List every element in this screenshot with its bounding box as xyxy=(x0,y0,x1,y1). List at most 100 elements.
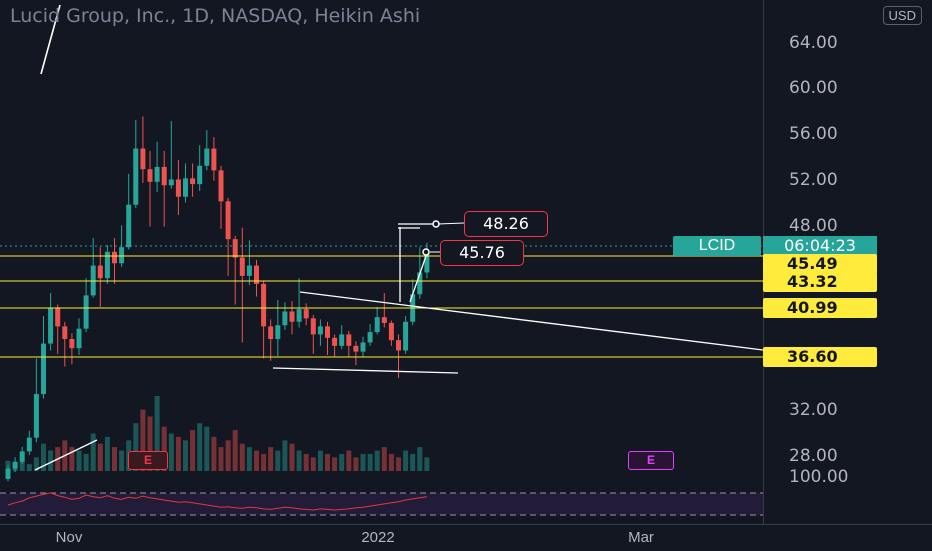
time-label: Nov xyxy=(55,529,83,546)
candle-body xyxy=(424,251,430,273)
trendline-topleft[interactable] xyxy=(40,4,61,75)
candle-body xyxy=(246,265,252,276)
volume-bar xyxy=(374,450,380,471)
volume-bar xyxy=(346,450,352,471)
volume-bar xyxy=(268,447,274,471)
trendline-wedge-bottom[interactable] xyxy=(272,367,459,374)
volume-bar xyxy=(239,443,245,471)
candle-body xyxy=(112,251,117,264)
price-callout-high[interactable]: 48.26 xyxy=(464,211,548,237)
candle-body xyxy=(225,201,231,240)
candle-body xyxy=(310,318,316,335)
candle-body xyxy=(126,204,132,248)
price-tick: 48.00 xyxy=(789,216,838,236)
volume-bar xyxy=(332,457,338,471)
candle-body xyxy=(388,322,394,341)
earnings-marker-upcoming[interactable]: E xyxy=(628,451,674,470)
earnings-marker-past[interactable]: E xyxy=(128,451,168,470)
level-label[interactable]: 43.32 xyxy=(763,272,877,292)
time-axis[interactable] xyxy=(0,524,932,551)
candle-body xyxy=(332,337,338,346)
volume-bar xyxy=(83,453,89,471)
volume-bar xyxy=(310,457,316,471)
volume-bar xyxy=(211,436,217,471)
volume-bar xyxy=(161,426,167,471)
volume-bar xyxy=(225,440,231,471)
rsi-pane[interactable] xyxy=(0,492,763,516)
volume-bar xyxy=(97,443,103,471)
volume-bar xyxy=(112,447,117,471)
candle-body xyxy=(268,326,274,339)
price-tick: 32.00 xyxy=(789,400,838,420)
volume-bar xyxy=(403,450,409,471)
candle-body xyxy=(76,328,82,349)
candle-body xyxy=(83,295,89,329)
level-label[interactable]: 40.99 xyxy=(763,298,877,318)
price-tick: 52.00 xyxy=(789,170,838,190)
candle-body xyxy=(197,165,203,185)
candle-body xyxy=(396,340,401,351)
candle-body xyxy=(190,178,196,185)
volume-bar xyxy=(218,447,224,471)
rsi-tick: 100.00 xyxy=(789,467,849,487)
candle-body xyxy=(19,451,25,462)
volume-bar xyxy=(339,453,345,471)
level-label[interactable]: 45.49 xyxy=(763,254,877,274)
volume-bar xyxy=(147,416,153,471)
price-callout-current[interactable]: 45.76 xyxy=(440,240,524,266)
chart-title: Lucid Group, Inc., 1D, NASDAQ, Heikin As… xyxy=(10,5,421,27)
volume-bar xyxy=(26,464,32,471)
volume-bar xyxy=(261,453,267,471)
measure-diagonal[interactable] xyxy=(409,255,427,303)
candle-body xyxy=(97,265,103,279)
volume-bar xyxy=(140,409,146,471)
volume-bar xyxy=(119,450,125,471)
volume-bar xyxy=(154,396,160,471)
candle-body xyxy=(353,345,359,352)
candle-body xyxy=(261,283,267,327)
volume-bars xyxy=(5,396,430,471)
candle-body xyxy=(367,332,373,343)
candle-body xyxy=(168,179,174,186)
volume-bar xyxy=(254,450,259,471)
candle-body xyxy=(211,148,217,171)
volume-bar xyxy=(296,450,302,471)
measure-handle-2[interactable] xyxy=(422,248,430,256)
rsi-line xyxy=(7,492,427,511)
candle-body xyxy=(55,308,61,327)
candle-body xyxy=(282,311,288,326)
trendline-wedge-top[interactable] xyxy=(299,291,764,351)
volume-bar xyxy=(33,457,39,471)
volume-bar xyxy=(417,447,423,471)
candle-body xyxy=(154,166,160,182)
volume-bar xyxy=(76,450,82,471)
candle-body xyxy=(104,251,110,279)
volume-bar xyxy=(317,450,323,471)
candle-body xyxy=(254,265,259,284)
volume-bar xyxy=(204,426,210,471)
volume-bar xyxy=(303,453,309,471)
time-label: 2022 xyxy=(361,529,395,546)
drawings[interactable] xyxy=(0,4,764,471)
volume-bar xyxy=(325,453,330,471)
candle-body xyxy=(48,308,54,344)
trendline-bottomleft[interactable] xyxy=(34,439,98,471)
candle-body xyxy=(296,309,302,322)
currency-button[interactable]: USD xyxy=(882,6,922,25)
candle-body xyxy=(275,325,281,339)
level-label[interactable]: 36.60 xyxy=(763,347,877,367)
candle-body xyxy=(140,148,146,170)
volume-bar xyxy=(48,450,54,471)
candle-body xyxy=(346,334,352,346)
volume-bar xyxy=(367,453,373,471)
volume-bar xyxy=(282,440,288,471)
volume-bar xyxy=(90,433,96,471)
volume-bar xyxy=(190,430,196,471)
volume-bar xyxy=(232,430,238,471)
candle-body xyxy=(5,468,11,479)
candle-body xyxy=(374,317,380,333)
volume-bar xyxy=(388,453,394,471)
volume-bar xyxy=(289,443,295,471)
candle-body xyxy=(183,178,188,197)
